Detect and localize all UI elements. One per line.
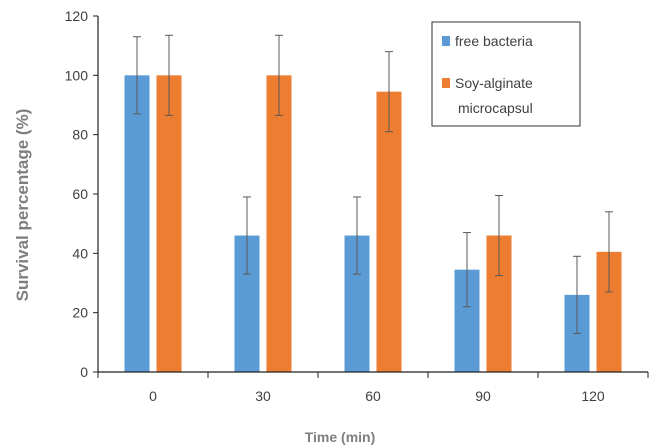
x-axis-ticks: 0 30 60 90 120 xyxy=(97,372,649,404)
legend-swatch-free-bacteria xyxy=(442,36,450,46)
legend-label-soy-alginate-line2: microcapsul xyxy=(458,100,533,116)
y-axis-ticks: 0 20 40 60 80 100 120 xyxy=(65,8,98,380)
legend-label-free-bacteria: free bacteria xyxy=(455,33,533,49)
bars-group xyxy=(124,75,622,373)
x-tick-label: 0 xyxy=(149,388,157,404)
legend: free bacteria Soy-alginate microcapsul xyxy=(431,21,581,127)
legend-swatch-soy-alginate xyxy=(442,78,450,88)
y-tick-label: 100 xyxy=(65,67,89,83)
y-tick-label: 0 xyxy=(80,364,88,380)
bar-soy-alginate xyxy=(376,91,402,373)
x-tick-label: 60 xyxy=(365,388,381,404)
y-tick-label: 120 xyxy=(65,8,89,24)
bar-soy-alginate xyxy=(266,75,292,372)
y-tick-label: 80 xyxy=(72,127,88,143)
y-tick-label: 60 xyxy=(72,186,88,202)
x-tick-label: 120 xyxy=(581,388,605,404)
legend-label-soy-alginate-line1: Soy-alginate xyxy=(455,75,533,91)
legend-box xyxy=(431,21,581,127)
bar-free-bacteria xyxy=(124,75,150,372)
error-bars-group xyxy=(133,34,613,334)
x-axis-title: Time (min) xyxy=(305,429,376,445)
bar-soy-alginate xyxy=(156,75,182,372)
y-tick-label: 40 xyxy=(72,245,88,261)
y-axis-title: Survival percentage (%) xyxy=(13,109,32,302)
x-tick-label: 30 xyxy=(255,388,271,404)
y-tick-label: 20 xyxy=(72,305,88,321)
x-tick-label: 90 xyxy=(475,388,491,404)
